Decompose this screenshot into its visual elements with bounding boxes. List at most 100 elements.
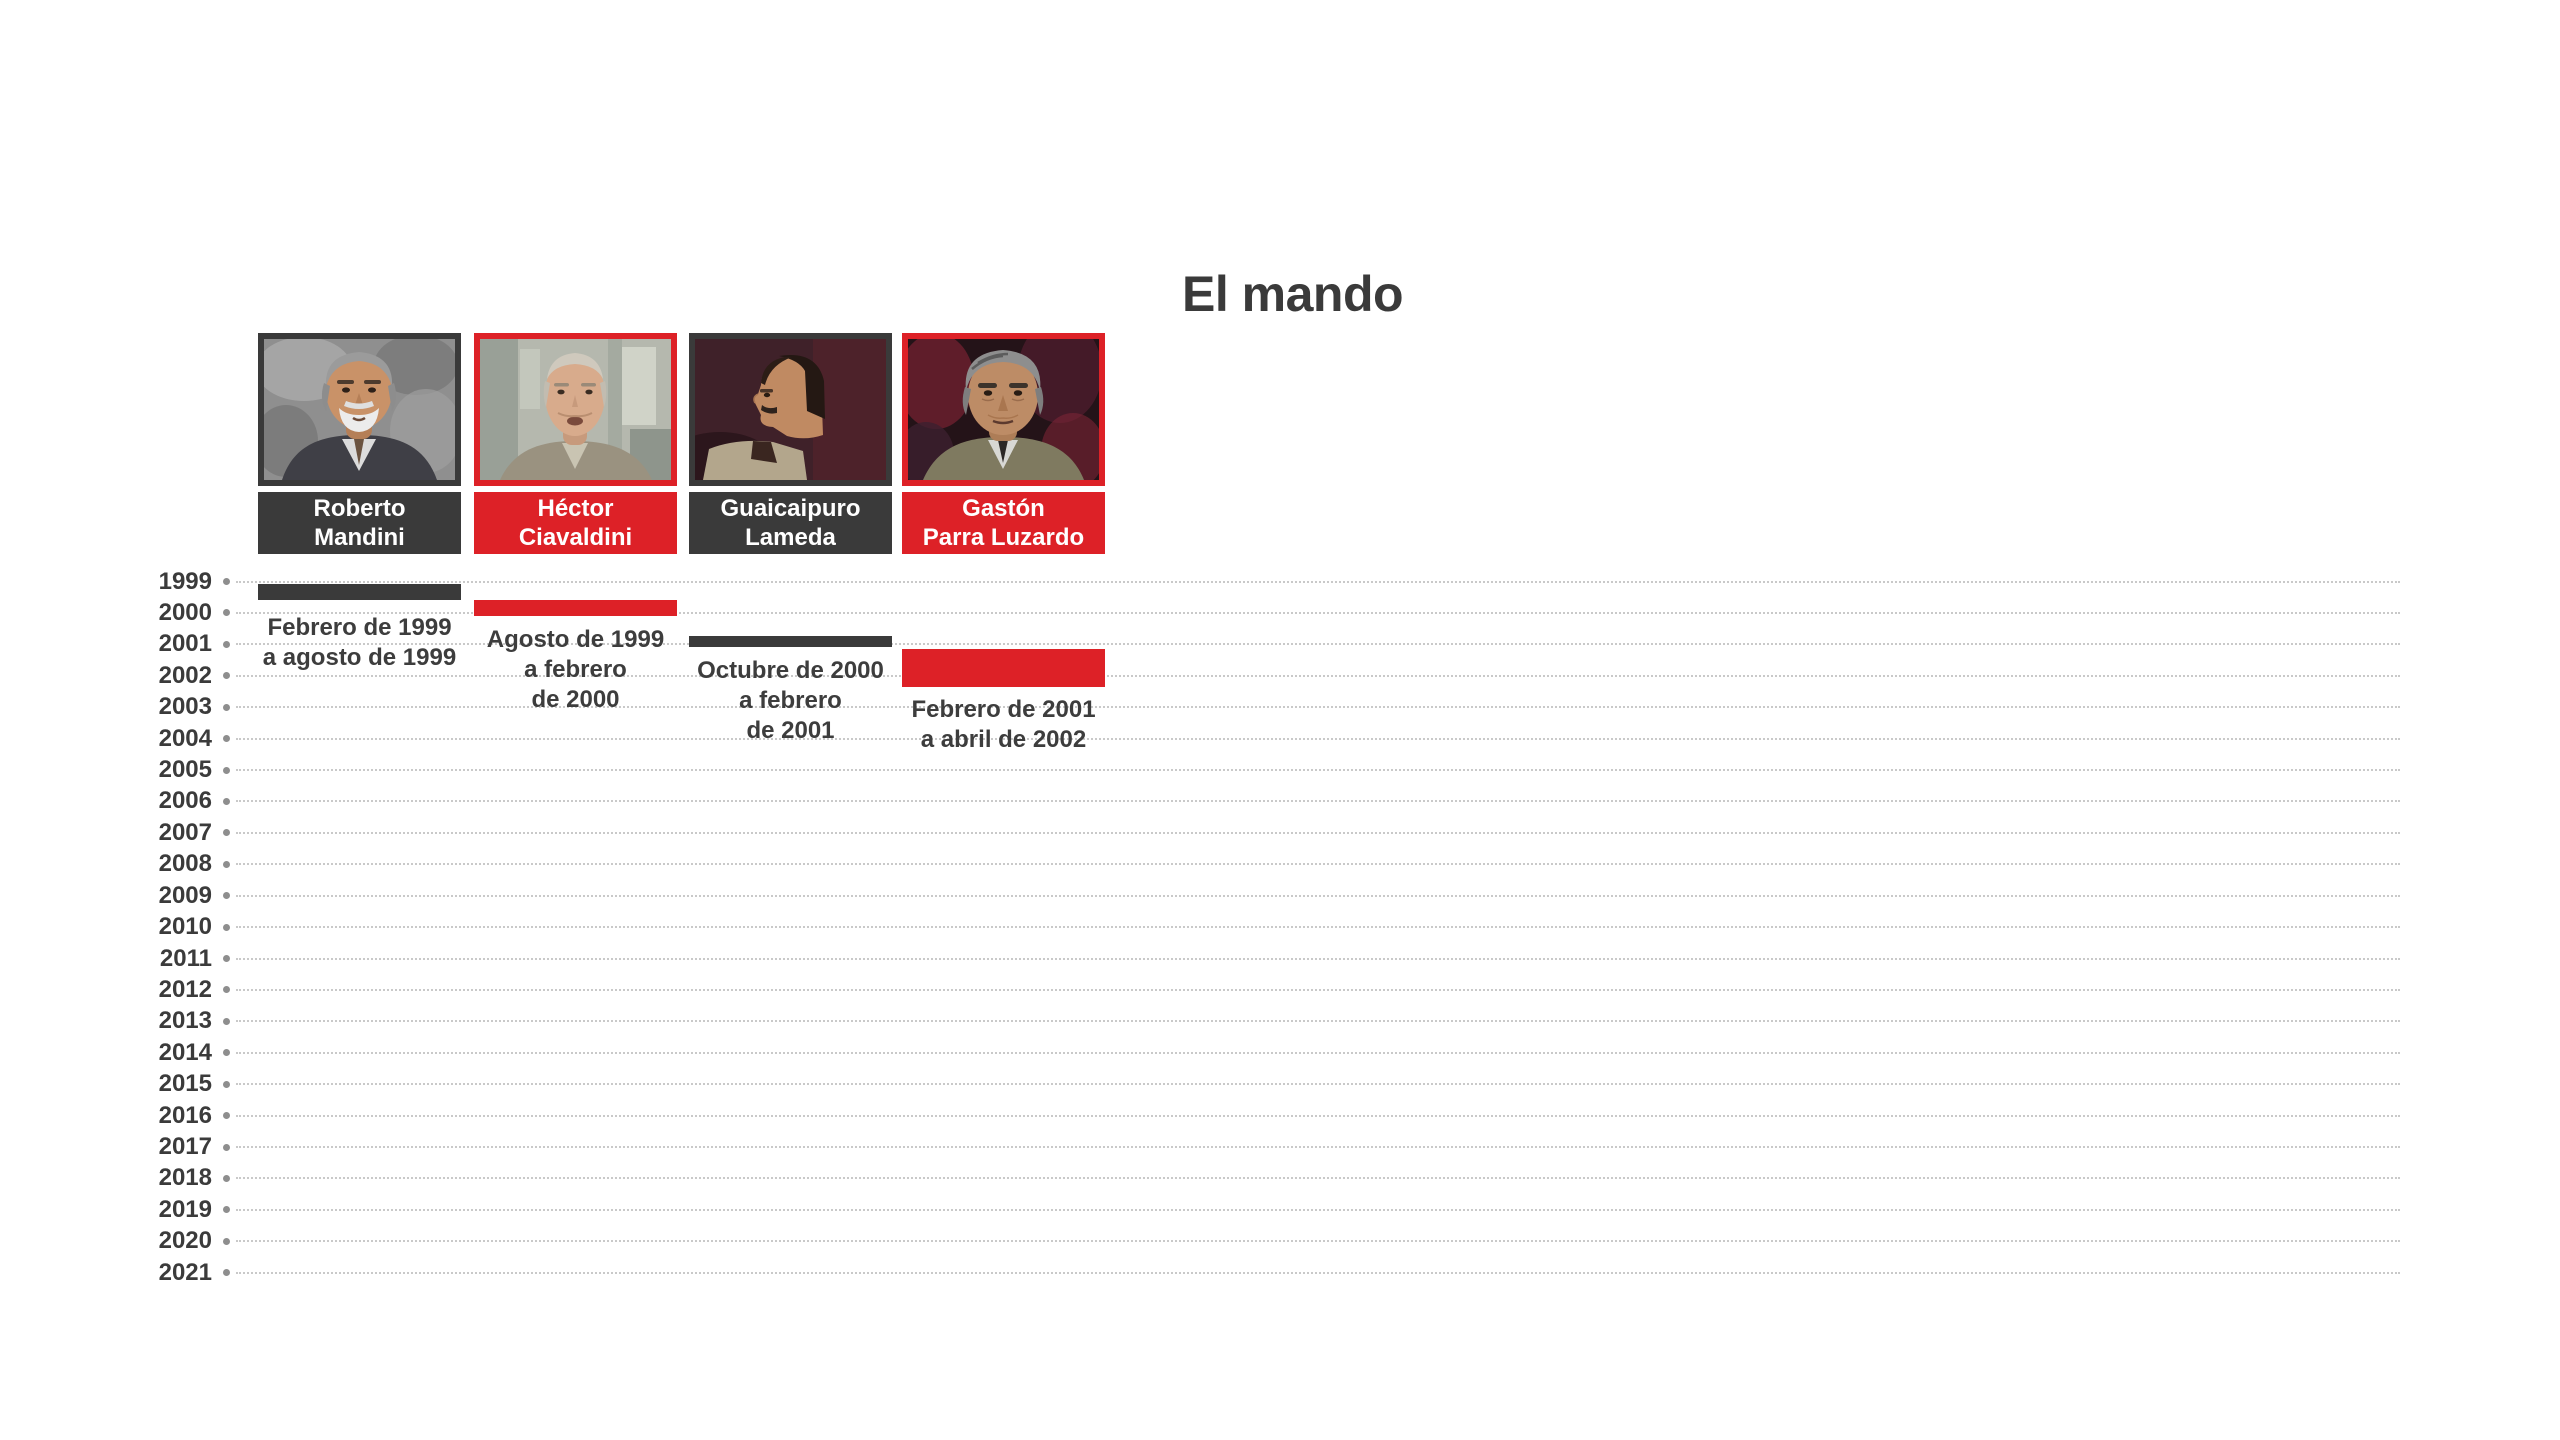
year-tick-label: 2005 <box>158 756 212 784</box>
year-tick-label: 1999 <box>158 567 212 595</box>
person-name-line: Gastón <box>962 495 1045 522</box>
name-plate: Héctor Ciavaldini <box>474 492 677 554</box>
portrait-gaston-parra-luzardo-photo <box>908 339 1099 480</box>
grid-dot-icon <box>223 703 230 711</box>
year-tick-label: 2015 <box>158 1070 212 1098</box>
grid-line <box>236 1177 2400 1180</box>
period-label-gaston-parra-luzardo: Febrero de 2001 a abril de 2002 <box>894 695 1113 755</box>
grid-dot-icon <box>223 797 230 805</box>
period-line: de 2001 <box>746 717 835 744</box>
year-tick-label: 2021 <box>158 1258 212 1286</box>
year-tick-label: 2010 <box>158 913 212 941</box>
grid-dot-icon <box>223 735 230 743</box>
grid-line <box>236 894 2400 897</box>
grid-line <box>236 1240 2400 1243</box>
period-line: de 2000 <box>531 686 620 713</box>
period-line: Febrero de 1999 <box>267 614 452 641</box>
grid-dot-icon <box>223 1017 230 1025</box>
person-name-line: Parra Luzardo <box>922 524 1085 551</box>
grid-dot-icon <box>223 1174 230 1182</box>
period-line: Febrero de 2001 <box>911 696 1096 723</box>
period-line: a abril de 2002 <box>920 726 1087 753</box>
person-card-roberto-mandini: Roberto Mandini <box>258 333 461 554</box>
grid-dot-icon <box>223 672 230 680</box>
year-tick-label: 2013 <box>158 1007 212 1035</box>
year-tick-label: 2016 <box>158 1101 212 1129</box>
year-tick-label: 2008 <box>158 850 212 878</box>
person-card-hector-ciavaldini: Héctor Ciavaldini <box>474 333 677 554</box>
grid-line <box>236 769 2400 772</box>
person-card-guaicaipuro-lameda: Guaicaipuro Lameda <box>689 333 892 554</box>
grid-line <box>236 1208 2400 1211</box>
year-tick-label: 2012 <box>158 975 212 1003</box>
grid-line <box>236 1083 2400 1086</box>
photo-frame <box>474 333 677 486</box>
name-plate: Roberto Mandini <box>258 492 461 554</box>
photo-frame <box>689 333 892 486</box>
grid-line <box>236 988 2400 991</box>
tenure-bar-guaicaipuro-lameda <box>689 636 892 647</box>
year-tick-label: 2018 <box>158 1164 212 1192</box>
grid-dot-icon <box>223 640 230 648</box>
grid-dot-icon <box>223 1112 230 1120</box>
grid-dot-icon <box>223 955 230 963</box>
grid-dot-icon <box>223 986 230 994</box>
grid-line <box>236 800 2400 803</box>
person-card-gaston-parra-luzardo: Gastón Parra Luzardo <box>902 333 1105 554</box>
grid-dot-icon <box>223 829 230 837</box>
person-name-line: Mandini <box>314 524 405 551</box>
grid-dot-icon <box>223 609 230 617</box>
grid-line <box>236 643 2400 646</box>
year-tick-label: 2003 <box>158 693 212 721</box>
year-tick-label: 2002 <box>158 661 212 689</box>
person-name-line: Roberto <box>313 495 406 522</box>
grid-line <box>236 611 2400 614</box>
portrait-hector-ciavaldini-photo <box>480 339 671 480</box>
year-tick-label: 2011 <box>159 944 212 972</box>
grid-line <box>236 1146 2400 1149</box>
year-tick-label: 2014 <box>158 1038 212 1066</box>
grid-dot-icon <box>223 1143 230 1151</box>
grid-line <box>236 1020 2400 1023</box>
grid-dot-icon <box>223 1080 230 1088</box>
person-name-line: Héctor <box>537 495 614 522</box>
chart-title: El mando <box>1182 266 1404 322</box>
grid-dot-icon <box>223 578 230 585</box>
person-name-line: Guaicaipuro <box>720 495 861 522</box>
year-tick-label: 2006 <box>158 787 212 815</box>
year-tick-label: 2000 <box>158 598 212 626</box>
year-tick-label: 2004 <box>158 724 212 752</box>
period-line: a febrero <box>524 656 627 683</box>
grid-line <box>236 1271 2400 1274</box>
period-label-hector-ciavaldini: Agosto de 1999 a febrero de 2000 <box>466 625 685 715</box>
tenure-bar-hector-ciavaldini <box>474 600 677 616</box>
grid-line <box>236 580 2400 583</box>
grid-line <box>236 831 2400 834</box>
photo-frame <box>258 333 461 486</box>
year-tick-label: 2017 <box>158 1133 212 1161</box>
photo-frame <box>902 333 1105 486</box>
grid-dot-icon <box>223 923 230 931</box>
grid-line <box>236 674 2400 677</box>
grid-line <box>236 706 2400 709</box>
grid-dot-icon <box>223 860 230 868</box>
period-line: a febrero <box>739 687 842 714</box>
portrait-guaicaipuro-lameda-photo <box>695 339 886 480</box>
tenure-bar-roberto-mandini <box>258 584 461 600</box>
grid-dot-icon <box>223 1237 230 1245</box>
name-plate: Guaicaipuro Lameda <box>689 492 892 554</box>
grid-line <box>236 737 2400 740</box>
year-tick-label: 2019 <box>158 1195 212 1223</box>
period-line: a agosto de 1999 <box>262 644 457 671</box>
year-tick-label: 2009 <box>158 881 212 909</box>
period-line: Octubre de 2000 <box>697 657 884 684</box>
grid-dot-icon <box>223 766 230 774</box>
grid-dot-icon <box>223 1269 230 1277</box>
grid-line <box>236 957 2400 960</box>
year-tick-label: 2020 <box>158 1227 212 1255</box>
period-label-roberto-mandini: Febrero de 1999 a agosto de 1999 <box>250 613 469 673</box>
person-name-line: Lameda <box>745 524 836 551</box>
year-tick-label: 2001 <box>158 630 212 658</box>
grid-line <box>236 926 2400 929</box>
